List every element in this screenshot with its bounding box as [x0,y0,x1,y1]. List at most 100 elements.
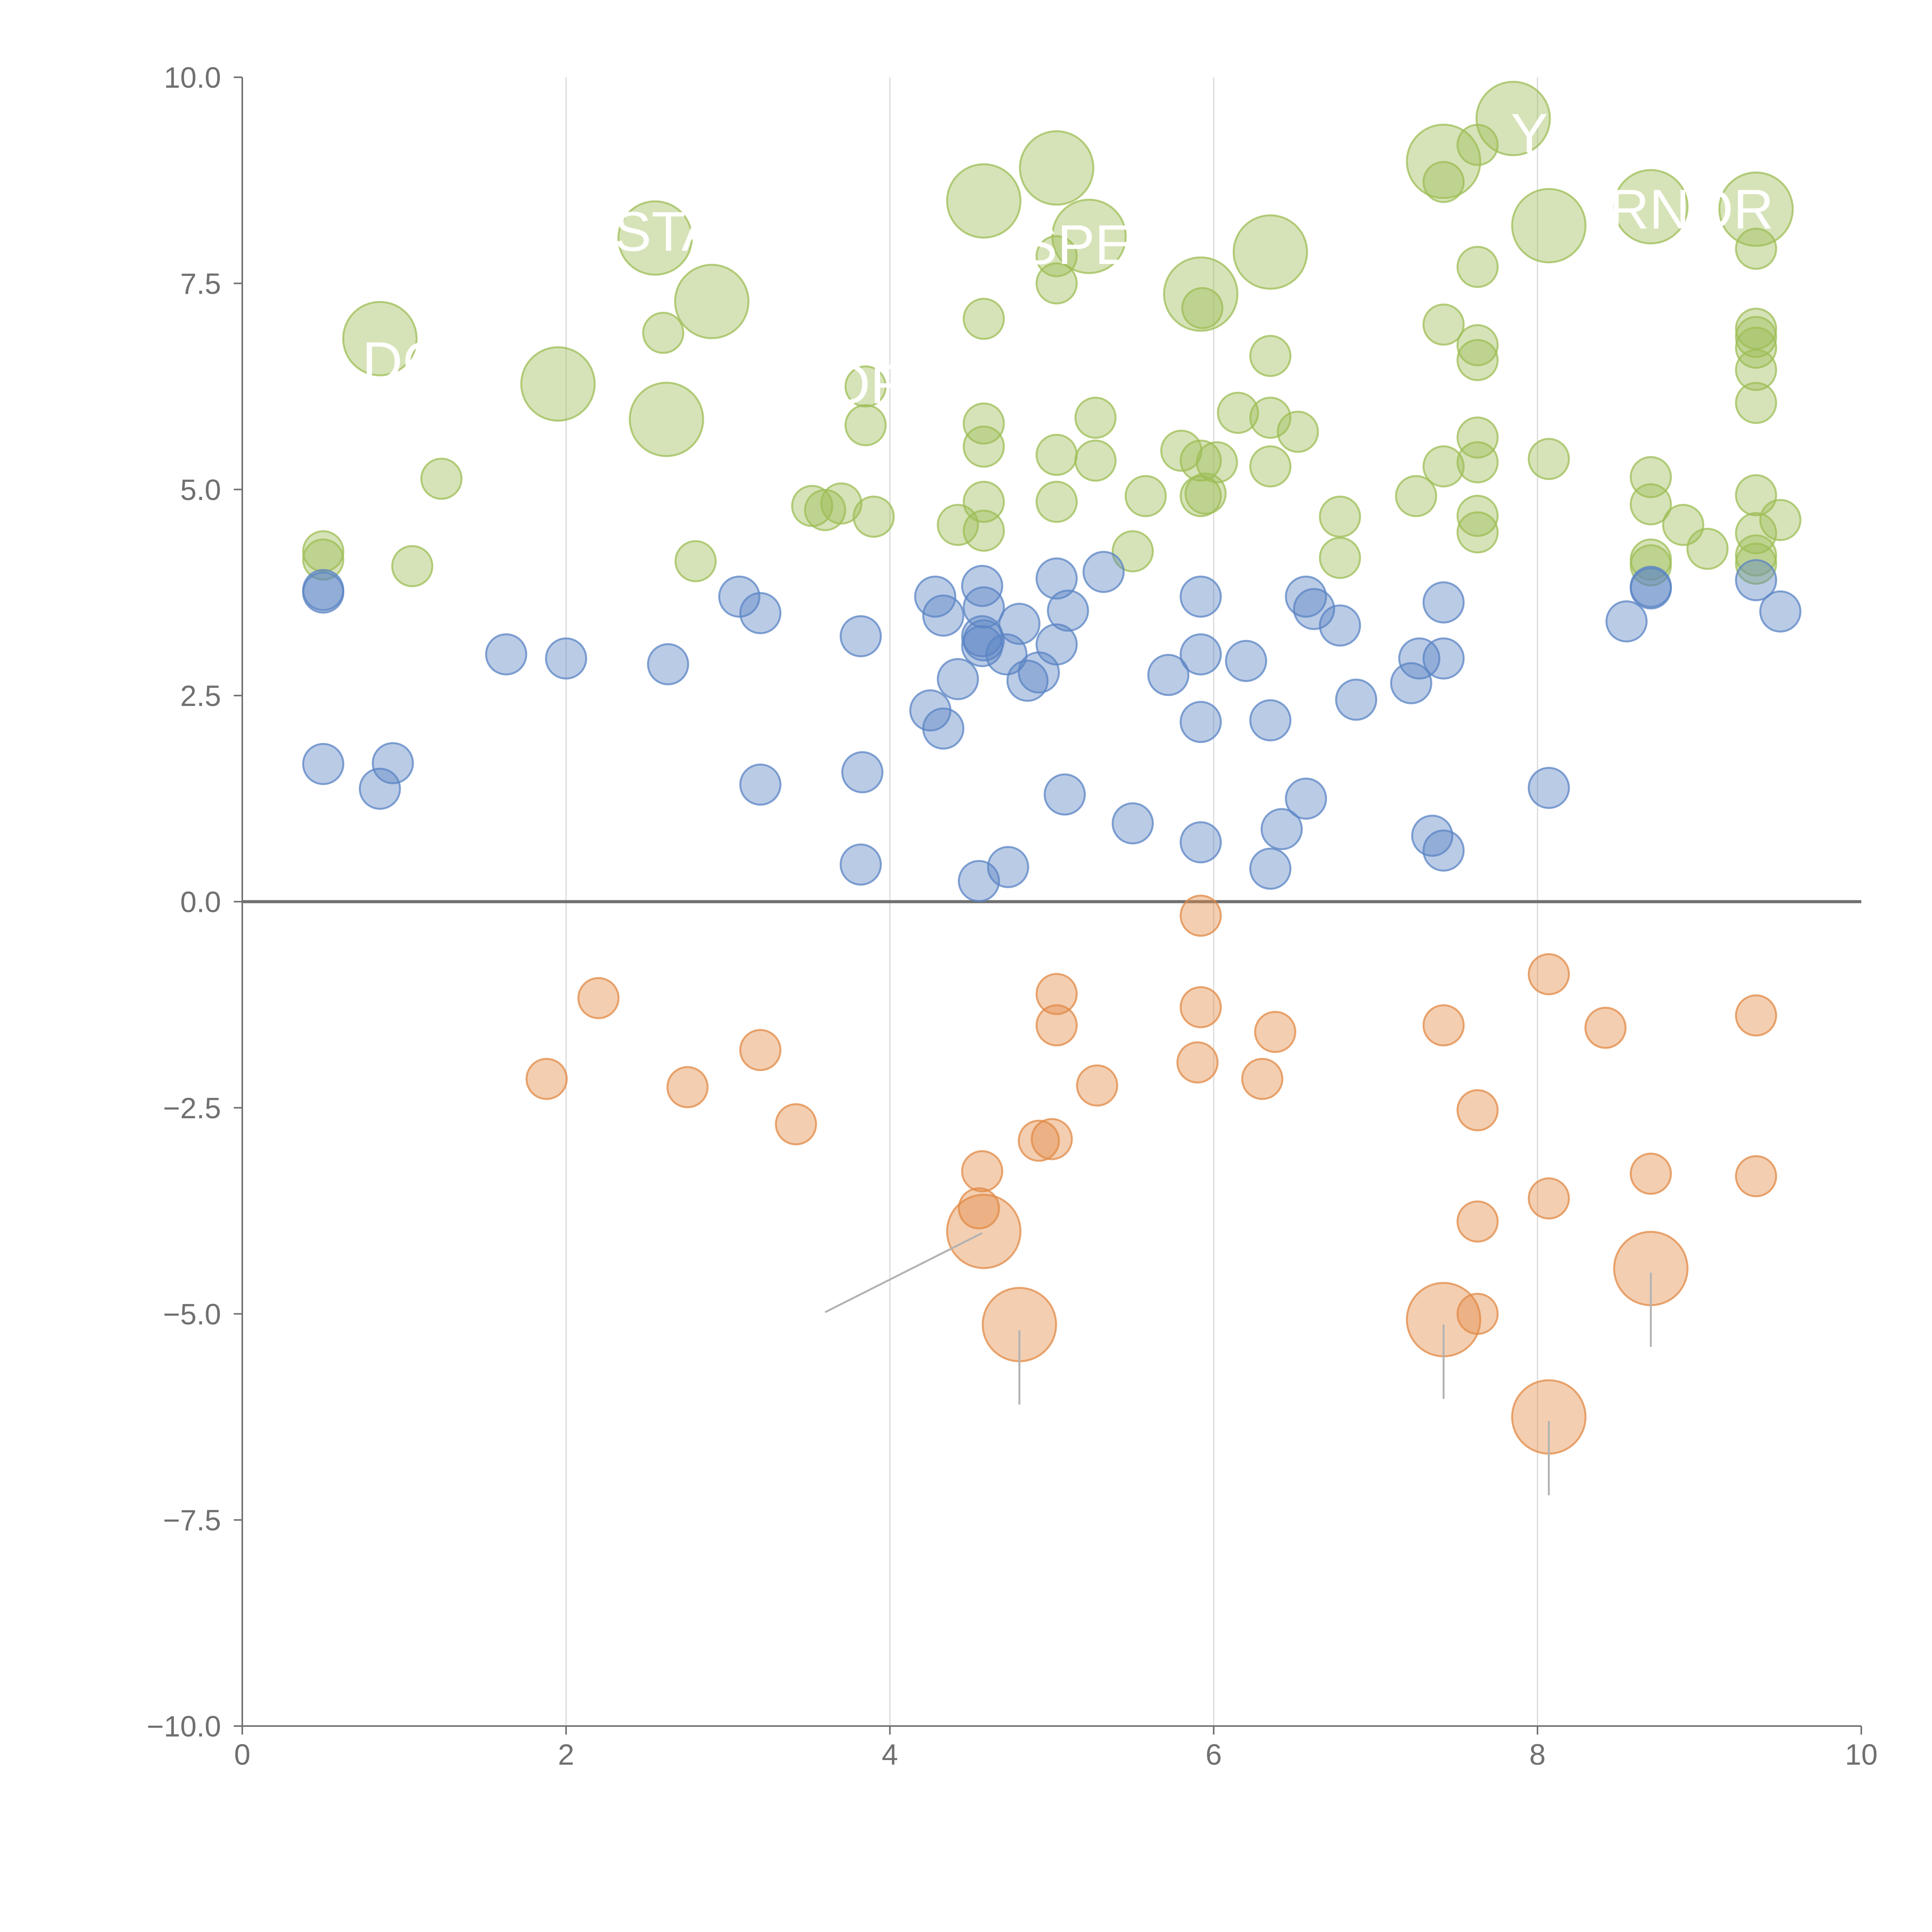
orange-point [1179,986,1222,1029]
blue-point [987,846,1029,888]
blue-point [485,633,527,675]
blue-point [372,742,414,784]
green-point [844,404,887,446]
green-point [963,298,1005,340]
green-large-point [1718,171,1794,247]
point-label: Y [1511,102,1548,165]
green-point [1181,287,1224,329]
green-point [844,365,887,408]
green-point [963,402,1005,445]
blue-point [739,592,782,634]
green-point [1686,527,1729,570]
green-large-point [1051,199,1127,274]
green-point [1456,246,1499,288]
green-point [1629,483,1672,526]
green-point [1422,303,1465,346]
blue-point [545,637,587,680]
blue-point [841,751,884,794]
blue-point [1249,847,1292,890]
green-point [963,509,1005,552]
orange-point [1629,1153,1672,1195]
blue-point [1260,808,1303,850]
green-point [963,425,1005,468]
orange-point [1179,895,1222,937]
blue-point [1006,660,1049,702]
green-point [1759,499,1801,541]
green-point [804,489,846,531]
blue-point [1398,637,1440,680]
green-point [963,481,1005,523]
blue-point [302,571,344,614]
green-large-point [1233,214,1308,290]
orange-point [739,1029,782,1071]
green-point [1112,530,1154,573]
blue-point [1422,581,1465,624]
blue-point [840,843,882,886]
green-point [1319,495,1361,538]
green-point [1527,438,1570,480]
green-large-point [1511,188,1587,264]
y-tick-label: 0.0 [180,886,221,919]
y-tick-label: −10.0 [147,1710,221,1743]
green-point [1249,335,1292,377]
blue-point [1285,575,1327,618]
y-tick-label: 5.0 [180,474,221,507]
blue-point [1759,590,1801,633]
green-large-point [1019,130,1095,206]
green-point [1456,324,1499,366]
blue-point [1179,701,1222,743]
blue-point [1605,600,1648,643]
blue-point [1422,637,1465,680]
blue-point [922,707,964,750]
green-point [1456,441,1499,483]
orange-point [775,1103,817,1146]
green-point [1456,511,1499,554]
green-point [1735,543,1777,585]
blue-point [1293,588,1335,630]
green-point [1179,439,1222,482]
green-point [852,495,895,538]
x-tick-label: 4 [882,1738,898,1771]
axis-ticks: 0 2 4 6 8 10 10.0 7.5 5.0 2.5 0.0 −2.5 −5.0 −7.5 −10.0 [147,61,1878,1771]
green-point [1735,228,1777,270]
orange-point [1456,1200,1499,1243]
orange-point [1735,994,1777,1037]
green-point [1184,472,1227,515]
orange-point [1254,1011,1296,1053]
blue-point [1411,815,1454,857]
orange-point [1176,1041,1219,1084]
orange-large-point [946,1194,1022,1269]
green-large-point [1475,81,1551,156]
blue-point [1036,557,1078,600]
annotation-leaders [825,1232,1652,1495]
orange-point [1017,1119,1060,1162]
green-large-point [1163,256,1238,332]
blue-point [1249,699,1292,742]
green-large-point [629,381,704,457]
green-point [642,311,684,354]
orange-point [1036,973,1078,1015]
blue-point [1335,679,1378,721]
green-point [1735,327,1777,369]
blue-point [1147,654,1190,696]
blue-point [739,764,782,806]
orange-point [1241,1058,1284,1100]
green-point [1422,445,1465,488]
green-large-point [342,301,418,376]
blue-point [1629,567,1672,610]
blue-point [718,575,760,618]
blue-point [359,767,401,810]
green-point [1735,512,1777,554]
green-large-point [1613,169,1689,245]
green-point [1277,410,1319,453]
orange-point [1031,1118,1073,1160]
blue-point [302,743,344,785]
blue-point [840,615,882,658]
x-tick-label: 10 [1845,1738,1878,1771]
green-point [1074,439,1117,482]
blue-point [961,615,1003,658]
blue-point [1179,821,1222,864]
green-point [302,538,344,581]
green-point [1036,481,1078,523]
